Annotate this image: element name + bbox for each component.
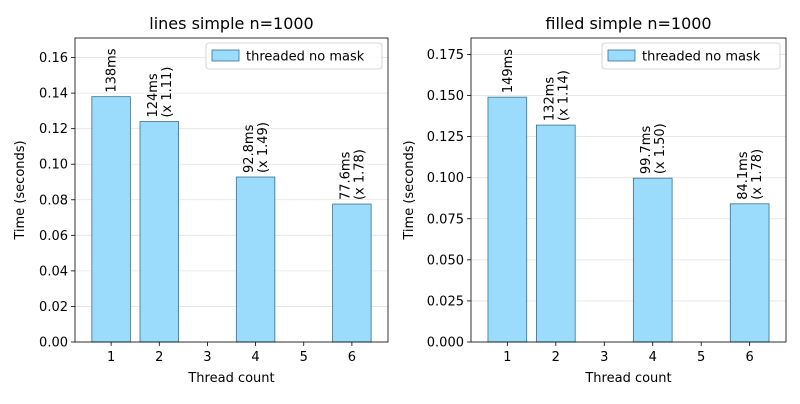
x-tick-label: 4	[649, 350, 657, 365]
y-tick-label: 0.100	[427, 171, 464, 186]
y-tick-label: 0.075	[427, 212, 464, 227]
bar-value-label: 132ms	[542, 77, 557, 121]
bar-value-label: (x 1.49)	[256, 122, 271, 173]
chart-2: 0.000 0.025 0.050 0.075 0.100 0.125 0.150 0.175…	[402, 14, 787, 386]
y-tick-label: 0.06	[39, 229, 68, 244]
bar-value-label: (x 1.14)	[556, 70, 571, 121]
bar-thread-6	[729, 203, 770, 343]
bar-thread-2	[536, 124, 576, 343]
legend: threaded no mask	[205, 42, 383, 70]
x-tick-label: 1	[503, 350, 511, 365]
x-tick-label: 6	[746, 350, 754, 365]
plot-frame	[470, 37, 787, 343]
y-tick-label: 0.12	[39, 122, 68, 137]
bar-value-label: (x 1.78)	[352, 149, 367, 200]
bar-value-label: 149ms	[501, 49, 516, 93]
bar-value-label: 84.1ms	[736, 151, 751, 200]
legend-box	[601, 42, 781, 70]
bar-thread-2	[139, 121, 179, 343]
y-axis-label: Time (seconds)	[13, 140, 28, 240]
y-tick-label: 0.000	[427, 336, 464, 351]
y-tick-label: 0.14	[39, 87, 68, 102]
y-tick-label: 0.02	[39, 300, 68, 315]
bar-thread-1	[487, 96, 528, 343]
bar-value-label: 77.6ms	[338, 151, 353, 200]
x-tick-label: 2	[155, 350, 163, 365]
chart-title: filled simple n=1000	[545, 14, 711, 33]
legend-label: threaded no mask	[642, 50, 761, 65]
x-tick-label: 5	[300, 350, 308, 365]
bar-value-label: 92.8ms	[242, 124, 257, 173]
legend-swatch	[211, 49, 240, 62]
x-axis-label: Thread count	[187, 371, 274, 386]
y-tick-label: 0.150	[427, 89, 464, 104]
bar-value-label: 138ms	[105, 48, 120, 92]
y-tick-label: 0.050	[427, 253, 464, 268]
y-tick-label: 0.16	[39, 51, 68, 66]
y-axis-label: Time (seconds)	[402, 140, 417, 240]
y-tick-label: 0.04	[39, 264, 68, 279]
bar-value-label: 99.7ms	[639, 126, 654, 175]
x-axis-label: Thread count	[584, 371, 671, 386]
bar-thread-6	[332, 203, 372, 343]
legend: threaded no mask	[601, 42, 781, 70]
y-tick-label: 0.08	[39, 193, 68, 208]
y-tick-label: 0.10	[39, 158, 68, 173]
chart-title: lines simple n=1000	[149, 14, 313, 33]
x-tick-label: 4	[251, 350, 259, 365]
y-tick-label: 0.025	[427, 294, 464, 309]
plot-frame	[74, 37, 389, 343]
bar-value-label: (x 1.11)	[160, 67, 175, 118]
y-tick-label: 0.00	[39, 336, 68, 351]
legend-label: threaded no mask	[246, 50, 365, 65]
bar-thread-1	[91, 96, 131, 343]
bar-value-label: (x 1.78)	[750, 149, 765, 200]
bar-thread-4	[235, 176, 276, 343]
bar-value-label: (x 1.50)	[653, 123, 668, 174]
x-tick-label: 5	[697, 350, 705, 365]
x-tick-label: 6	[348, 350, 356, 365]
chart-1: 0.00 0.02 0.04 0.06 0.08 0.10 0.12 0.14 0.16 138m…	[13, 14, 389, 386]
legend-swatch	[607, 49, 636, 62]
bar-value-label: 124ms	[146, 73, 161, 117]
y-tick-label: 0.175	[427, 48, 464, 63]
x-tick-label: 1	[107, 350, 115, 365]
x-tick-label: 2	[552, 350, 560, 365]
bar-thread-4	[632, 177, 673, 343]
y-tick-label: 0.125	[427, 130, 464, 145]
x-tick-label: 3	[203, 350, 211, 365]
x-tick-label: 3	[600, 350, 608, 365]
legend-box	[205, 42, 383, 70]
